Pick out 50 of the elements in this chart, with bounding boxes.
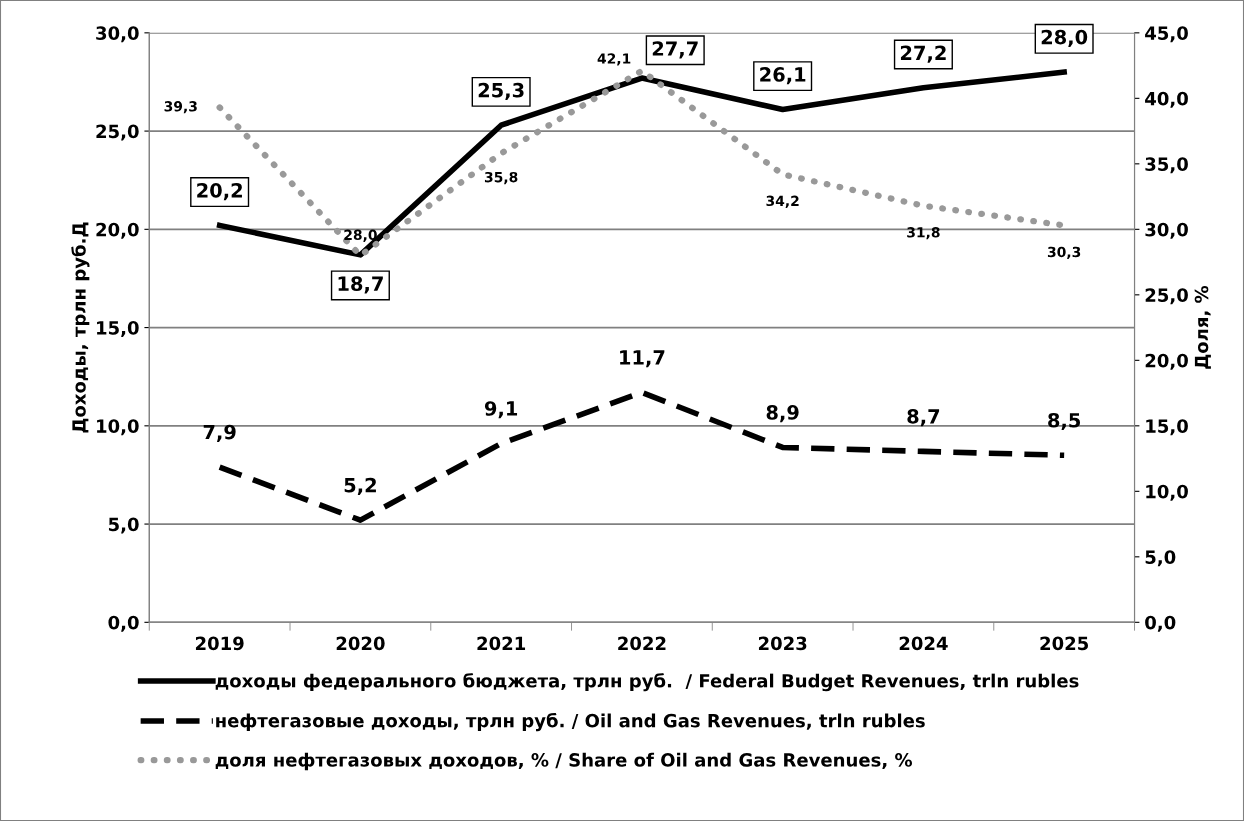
y2-tick-label: 0,0 (1145, 615, 1176, 632)
x-tick-label: 2024 (899, 636, 948, 651)
y-tick-label: 5,0 (108, 517, 139, 534)
y2-tick-label: 40,0 (1145, 91, 1188, 108)
data-label: 35,8 (484, 171, 518, 185)
data-label: 34,2 (766, 195, 799, 208)
y2-tick-label: 10,0 (1146, 484, 1188, 501)
x-tick-label: 2022 (618, 636, 666, 651)
data-label: 9,1 (484, 401, 518, 419)
y-tick-label: 25,0 (96, 124, 139, 141)
data-label: 8,7 (907, 408, 940, 427)
data-label: 20,2 (197, 183, 242, 201)
data-label: 30,3 (1047, 246, 1081, 259)
y2-tick-label: 5,0 (1145, 550, 1176, 567)
x-tick-label: 2025 (1040, 636, 1089, 651)
y-tick-label: 15,0 (97, 321, 139, 337)
x-tick-label: 2021 (477, 636, 526, 651)
x-tick-label: 2019 (195, 636, 244, 651)
data-label: 42,1 (597, 53, 631, 66)
data-label: 25,3 (478, 82, 524, 100)
y-tick-label: 0,0 (108, 615, 139, 632)
y2-tick-label: 35,0 (1145, 157, 1188, 174)
y2-tick-label: 15,0 (1146, 419, 1188, 436)
y-tick-label: 20,0 (96, 222, 139, 239)
y-axis-title: Доходы, трлн руб.Д (71, 222, 90, 433)
y2-tick-label: 45,0 (1145, 26, 1188, 43)
data-label: 8,5 (1048, 412, 1081, 431)
legend-label: нефтегазовые доходы, трлн руб. / Oil and Gas Revenues, trln rubles (216, 712, 925, 732)
y-tick-label: 10,0 (97, 419, 139, 436)
data-label: 39,3 (164, 101, 197, 114)
data-label: 7,9 (203, 424, 236, 442)
data-label: 27,7 (652, 41, 698, 59)
legend-label: доля нефтегазовых доходов, % / Share of Oil and Gas Revenues, % (215, 752, 913, 771)
x-tick-label: 2023 (758, 636, 807, 651)
y2-tick-label: 30,0 (1145, 222, 1188, 239)
y-tick-label: 30,0 (96, 26, 139, 43)
y2-axis-title: Доля, % (1194, 285, 1211, 369)
data-label: 8,9 (766, 405, 799, 423)
data-label: 28,0 (344, 229, 377, 242)
data-label: 5,2 (344, 477, 376, 495)
data-label: 11,7 (620, 350, 665, 368)
data-label: 28,0 (1041, 29, 1088, 47)
legend-label: доходы федерального бюджета, трлн руб. / Federal Budget Revenues, trln rubles (215, 673, 1079, 692)
data-label: 18,7 (338, 276, 383, 294)
data-label: 31,8 (907, 227, 940, 240)
y2-tick-label: 25,0 (1145, 288, 1188, 305)
data-label: 26,1 (760, 67, 806, 85)
x-tick-label: 2020 (336, 636, 385, 651)
data-label: 27,2 (900, 45, 946, 63)
y2-tick-label: 20,0 (1145, 353, 1188, 370)
